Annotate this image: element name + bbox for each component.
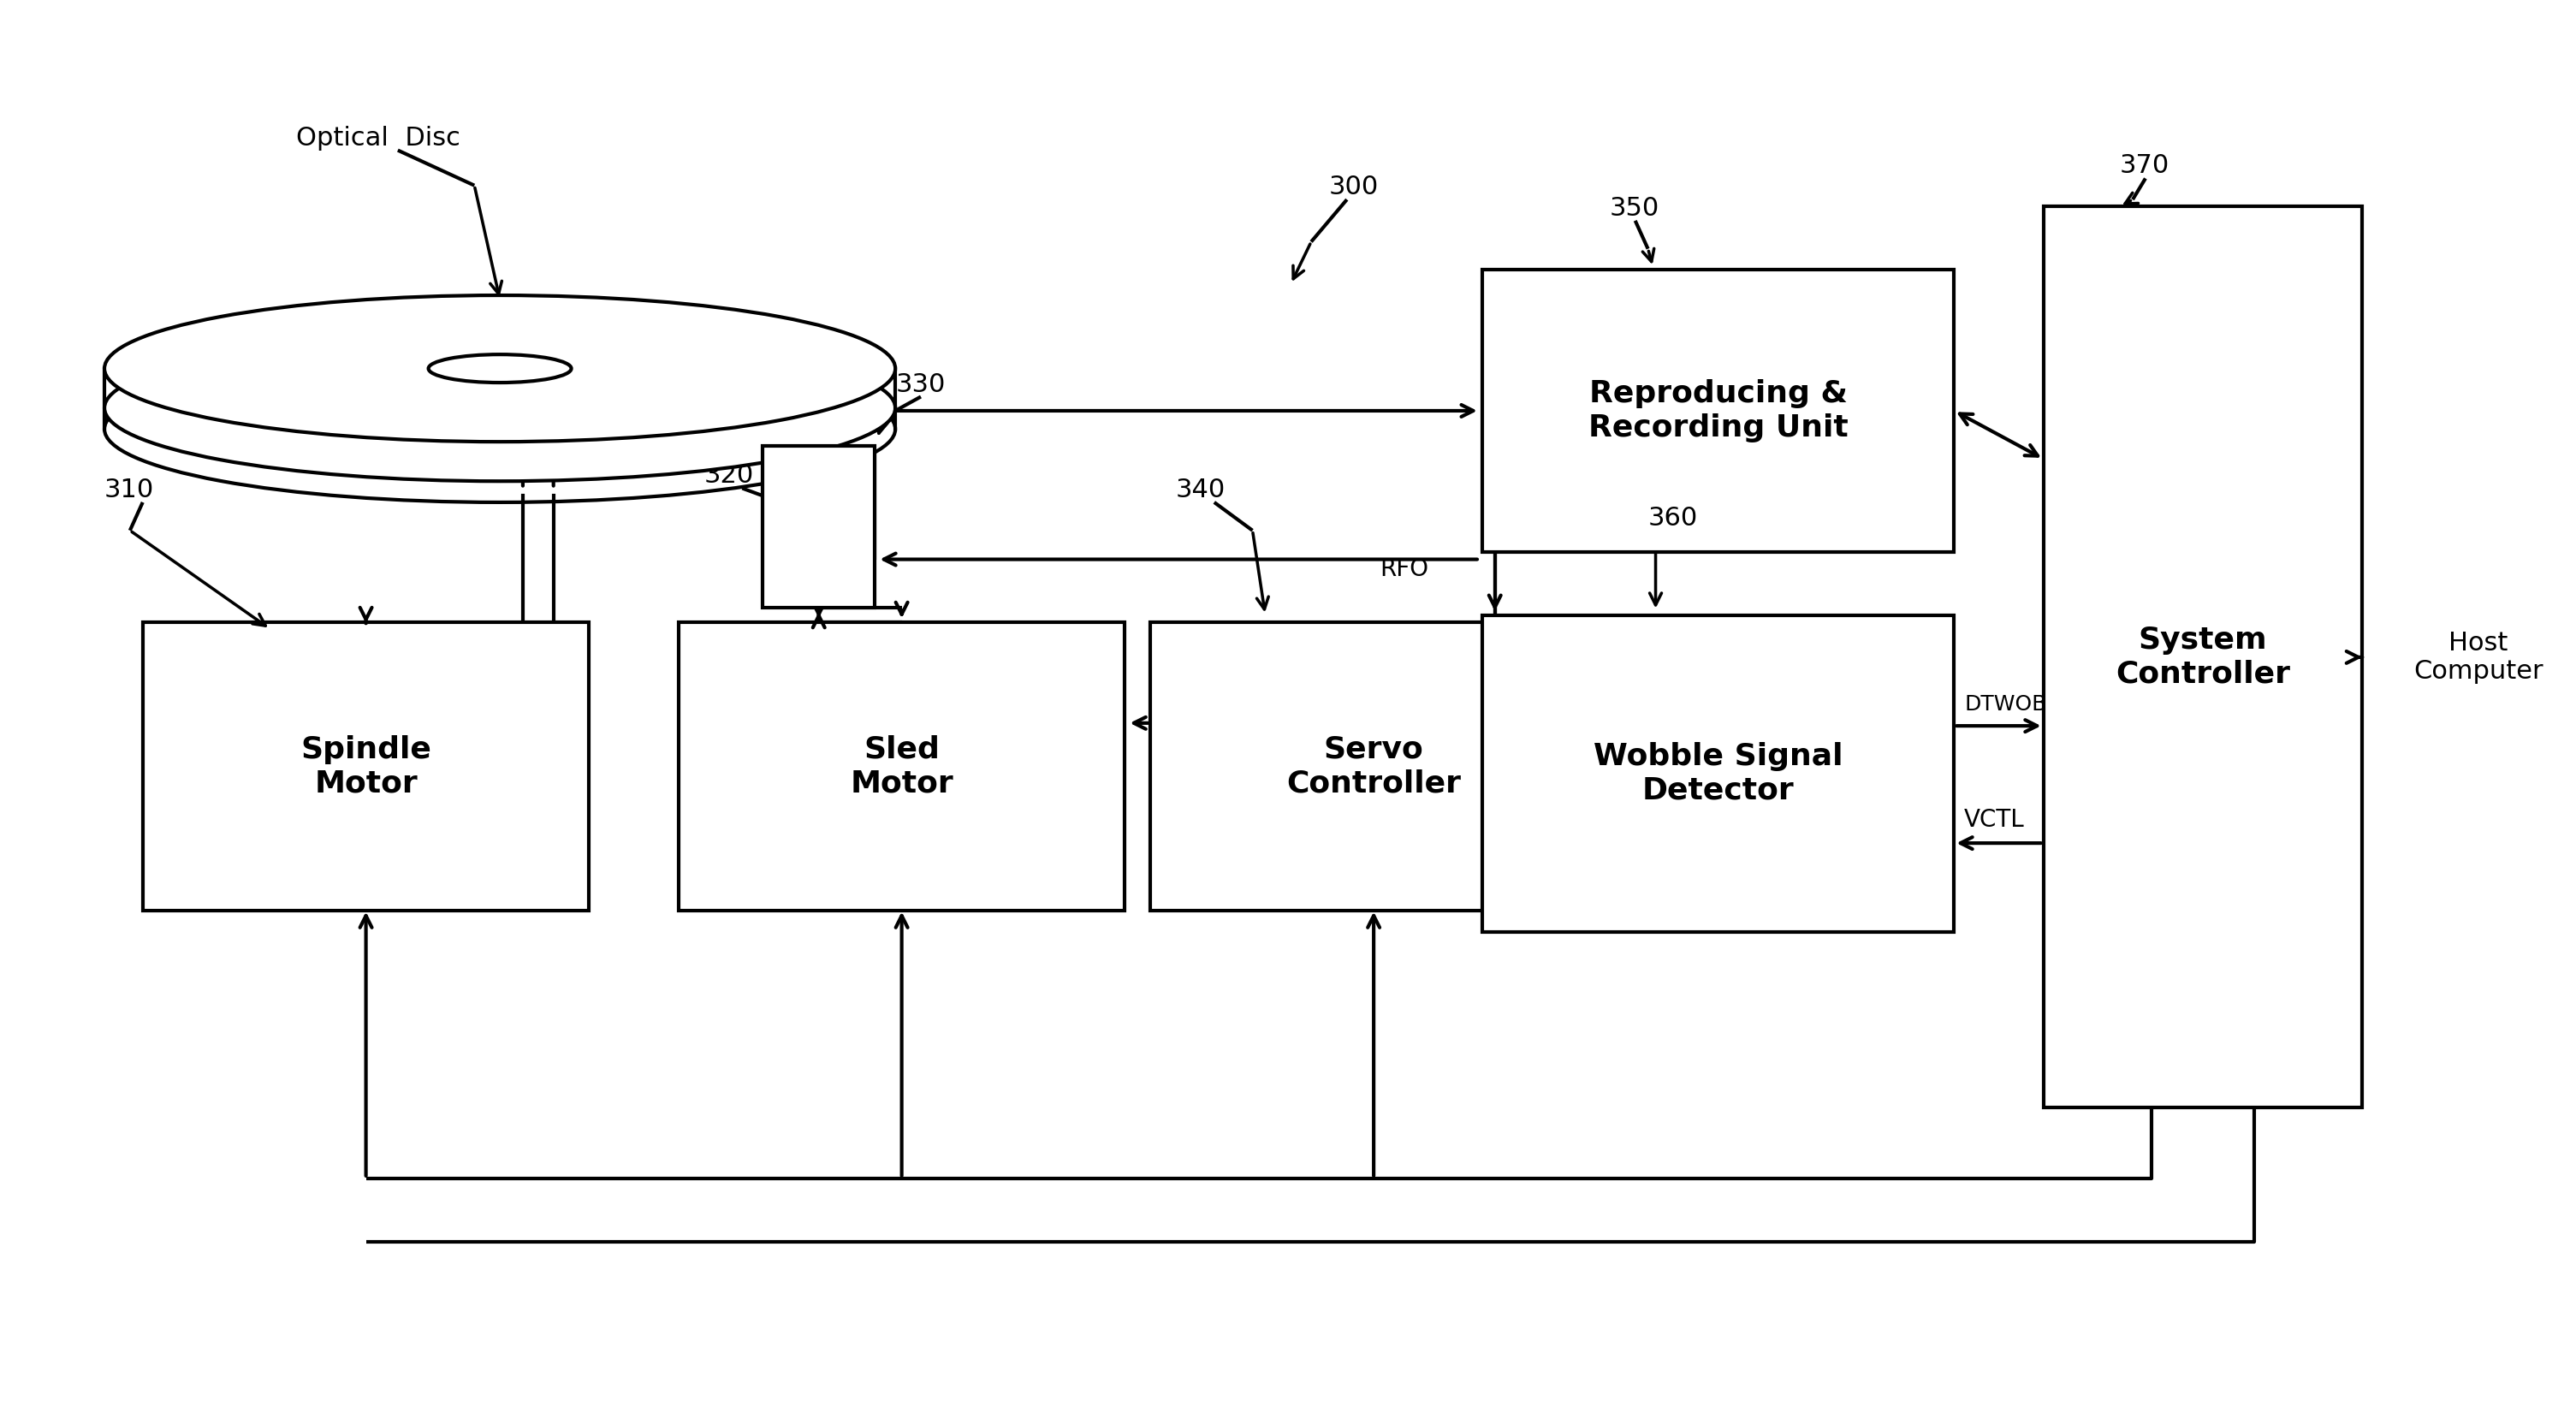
Text: 300: 300 [1329, 175, 1378, 199]
Text: 330: 330 [896, 372, 945, 397]
Text: 340: 340 [1177, 478, 1226, 502]
Text: 370: 370 [2120, 154, 2169, 178]
Ellipse shape [106, 295, 896, 442]
FancyBboxPatch shape [677, 622, 1126, 911]
Text: Wobble Signal
Detector: Wobble Signal Detector [1595, 742, 1842, 805]
Ellipse shape [428, 355, 572, 383]
Text: 360: 360 [1649, 506, 1698, 530]
Text: System
Controller: System Controller [2115, 626, 2290, 688]
Text: Reproducing &
Recording Unit: Reproducing & Recording Unit [1589, 379, 1847, 442]
Text: 310: 310 [106, 478, 155, 502]
Text: Spindle
Motor: Spindle Motor [301, 735, 430, 798]
FancyBboxPatch shape [762, 447, 876, 608]
FancyBboxPatch shape [142, 622, 590, 911]
Text: DTWOB: DTWOB [1965, 694, 2048, 715]
FancyBboxPatch shape [1481, 270, 1955, 551]
Ellipse shape [106, 356, 896, 502]
FancyBboxPatch shape [1481, 615, 1955, 931]
Text: RFO: RFO [1381, 557, 1430, 581]
Text: Servo
Controller: Servo Controller [1285, 735, 1461, 798]
Text: Sled
Motor: Sled Motor [850, 735, 953, 798]
Text: VCTL: VCTL [1965, 808, 2025, 832]
Ellipse shape [106, 335, 896, 482]
FancyBboxPatch shape [2043, 206, 2362, 1108]
Text: 350: 350 [1610, 196, 1659, 220]
Text: Host
Computer: Host Computer [2414, 630, 2543, 684]
FancyBboxPatch shape [1151, 622, 1597, 911]
Text: 320: 320 [703, 463, 755, 489]
Text: Optical  Disc: Optical Disc [296, 126, 461, 150]
